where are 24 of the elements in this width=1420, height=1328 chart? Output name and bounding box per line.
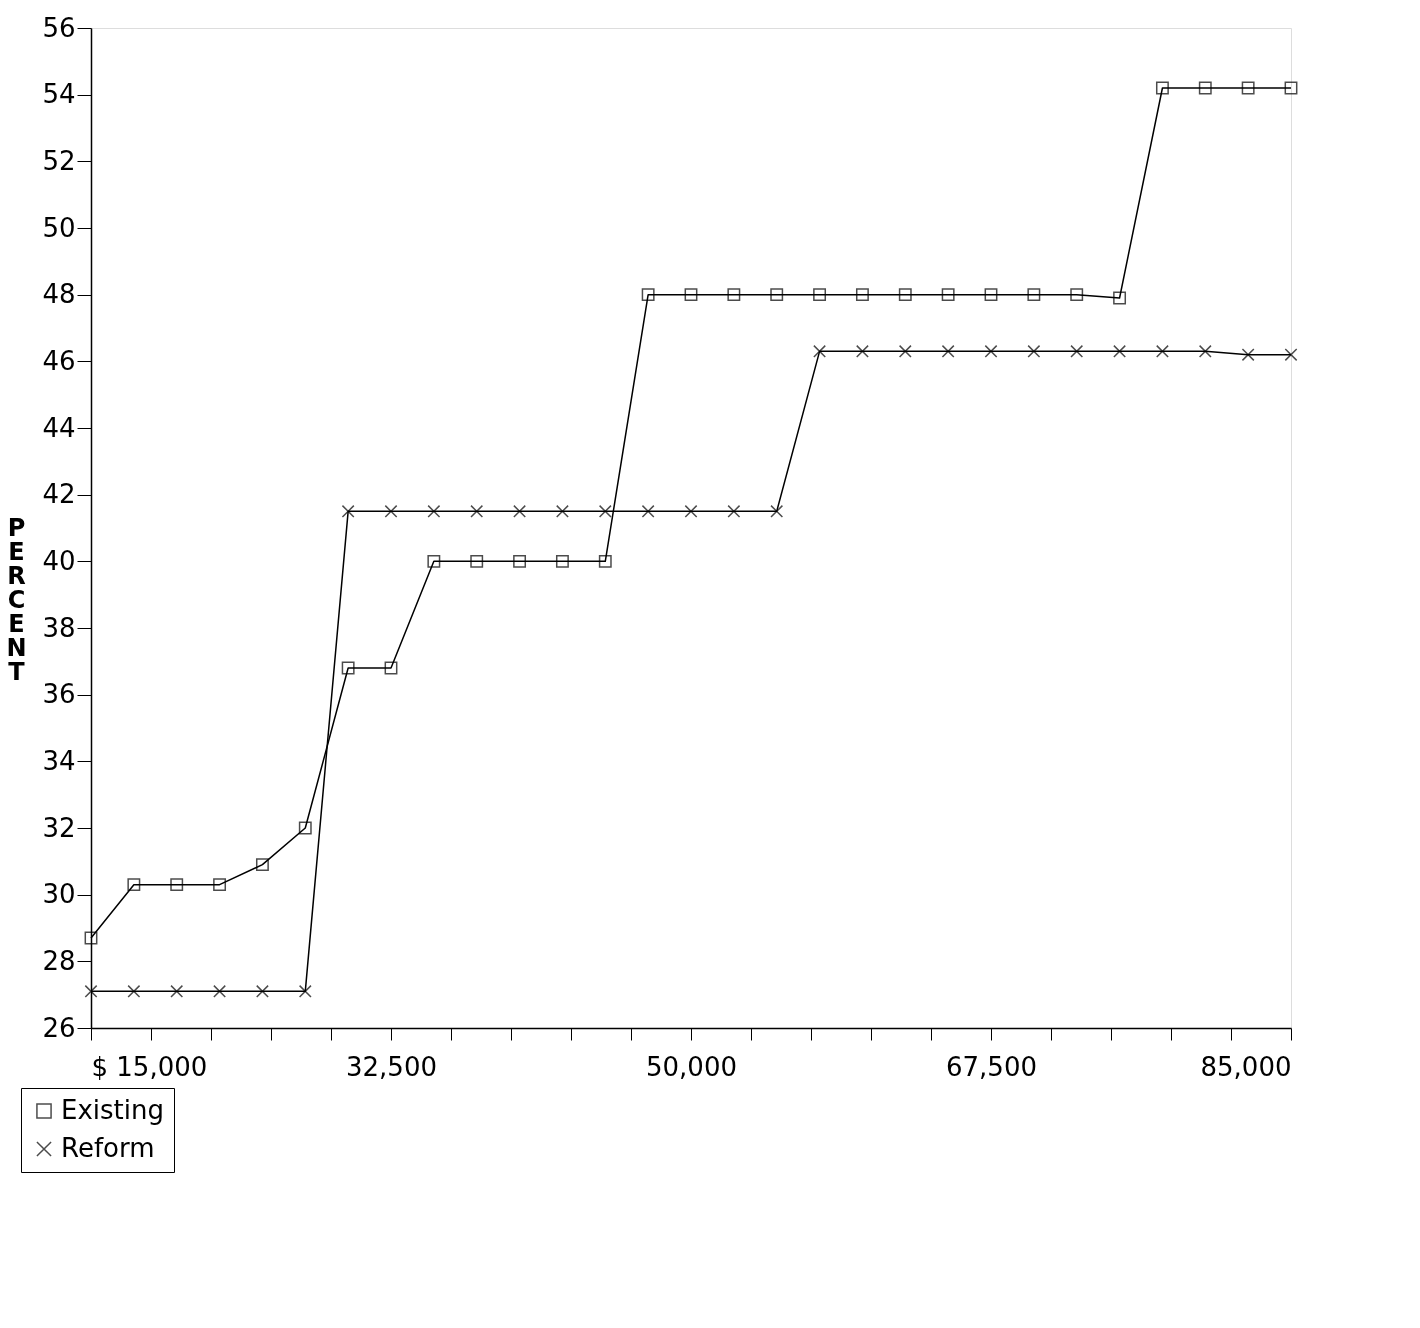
x-tick-label: 50,000 — [646, 1051, 737, 1082]
y-tick-label: 54 — [42, 79, 76, 110]
legend-label: Reform — [61, 1133, 155, 1163]
y-tick-label: 40 — [42, 545, 76, 576]
y-tick-label: 38 — [42, 612, 76, 643]
x-tick-label: 67,500 — [946, 1051, 1037, 1082]
y-tick-label: 56 — [42, 12, 76, 43]
y-tick-label: 42 — [42, 479, 76, 510]
y-tick-label: 26 — [42, 1012, 76, 1043]
y-tick-label: 46 — [42, 345, 76, 376]
y-tick-label: 34 — [42, 745, 76, 776]
y-tick-label: 52 — [42, 145, 76, 176]
y-tick-label: 44 — [42, 412, 76, 443]
y-tick-label: 28 — [42, 945, 76, 976]
y-tick-label: 32 — [42, 812, 76, 843]
x-tick-label: $ 15,000 — [91, 1051, 208, 1082]
y-tick-label: 50 — [42, 212, 76, 243]
y-tick-label: 36 — [42, 679, 76, 710]
x-tick-label: 32,500 — [346, 1051, 437, 1082]
legend-label: Existing — [61, 1095, 164, 1125]
y-axis-title: PERCENT — [6, 513, 27, 686]
y-tick-label: 30 — [42, 879, 76, 910]
y-tick-label: 48 — [42, 279, 76, 310]
x-tick-label: 85,000 — [1200, 1051, 1292, 1082]
